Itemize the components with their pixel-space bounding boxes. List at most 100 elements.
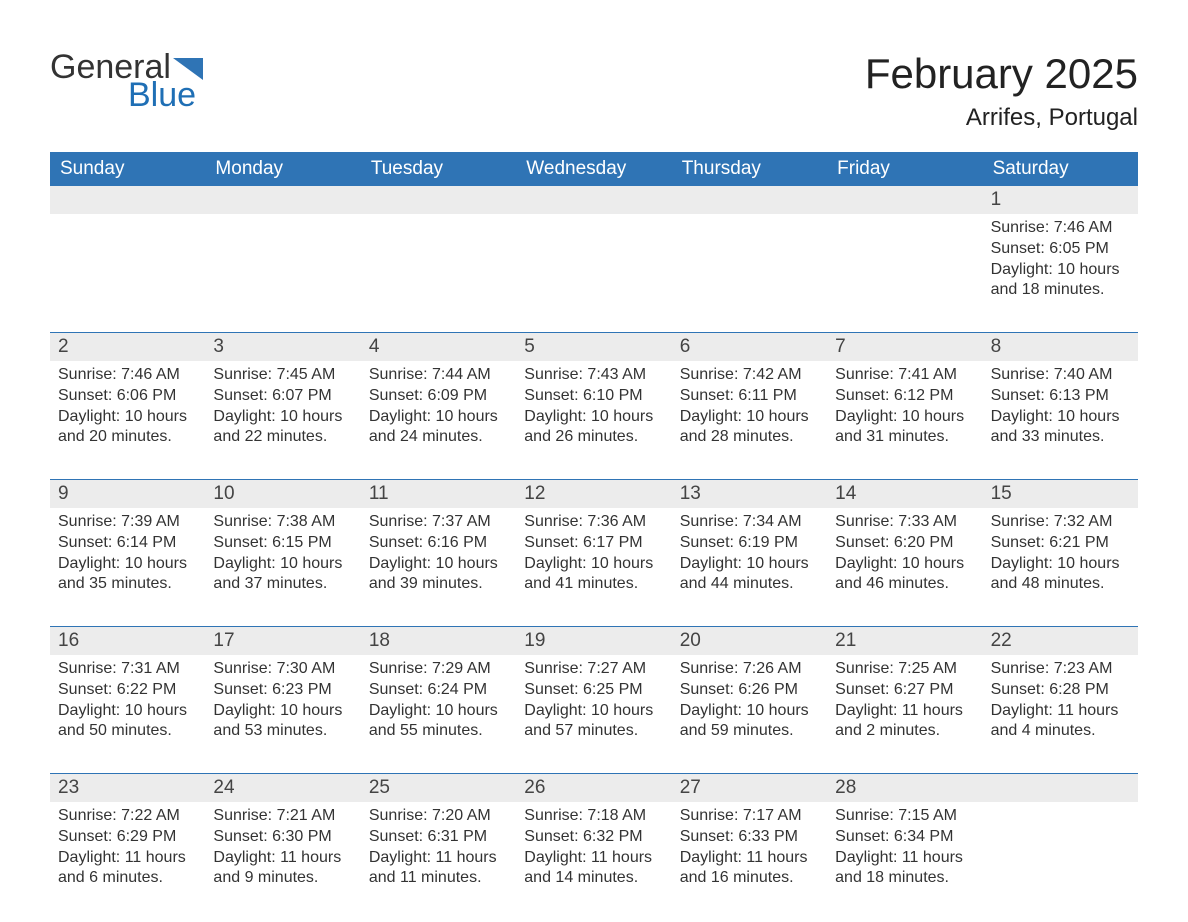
sunrise-text: Sunrise: 7:43 AM: [524, 365, 663, 386]
day-number: 15: [983, 480, 1138, 508]
day-number: 4: [361, 333, 516, 361]
day-number: 6: [672, 333, 827, 361]
day-cell: Sunrise: 7:41 AMSunset: 6:12 PMDaylight:…: [827, 361, 982, 451]
day-number: 11: [361, 480, 516, 508]
sunrise-text: Sunrise: 7:44 AM: [369, 365, 508, 386]
daynum-row: 232425262728: [50, 774, 1138, 802]
day-cell: Sunrise: 7:30 AMSunset: 6:23 PMDaylight:…: [205, 655, 360, 745]
day-number: 24: [205, 774, 360, 802]
day-cell: Sunrise: 7:17 AMSunset: 6:33 PMDaylight:…: [672, 802, 827, 892]
day-cell: [516, 214, 671, 304]
sunrise-text: Sunrise: 7:38 AM: [213, 512, 352, 533]
day-cell: Sunrise: 7:21 AMSunset: 6:30 PMDaylight:…: [205, 802, 360, 892]
sunset-text: Sunset: 6:26 PM: [680, 680, 819, 701]
day-number: 20: [672, 627, 827, 655]
sunrise-text: Sunrise: 7:46 AM: [58, 365, 197, 386]
daylight-text: Daylight: 11 hours and 4 minutes.: [991, 701, 1130, 743]
sunset-text: Sunset: 6:31 PM: [369, 827, 508, 848]
daylight-text: Daylight: 10 hours and 46 minutes.: [835, 554, 974, 596]
daylight-text: Daylight: 10 hours and 53 minutes.: [213, 701, 352, 743]
day-cell: [205, 214, 360, 304]
day-number: 28: [827, 774, 982, 802]
day-number: 12: [516, 480, 671, 508]
daylight-text: Daylight: 10 hours and 20 minutes.: [58, 407, 197, 449]
sunrise-text: Sunrise: 7:39 AM: [58, 512, 197, 533]
sunrise-text: Sunrise: 7:32 AM: [991, 512, 1130, 533]
daylight-text: Daylight: 11 hours and 18 minutes.: [835, 848, 974, 890]
day-cell: Sunrise: 7:26 AMSunset: 6:26 PMDaylight:…: [672, 655, 827, 745]
day-number: 2: [50, 333, 205, 361]
daylight-text: Daylight: 10 hours and 18 minutes.: [991, 260, 1130, 302]
day-number: 17: [205, 627, 360, 655]
day-cell: Sunrise: 7:39 AMSunset: 6:14 PMDaylight:…: [50, 508, 205, 598]
daylight-text: Daylight: 10 hours and 48 minutes.: [991, 554, 1130, 596]
week-row: 9101112131415Sunrise: 7:39 AMSunset: 6:1…: [50, 479, 1138, 598]
daylight-text: Daylight: 10 hours and 59 minutes.: [680, 701, 819, 743]
day-number: 25: [361, 774, 516, 802]
daylight-text: Daylight: 10 hours and 28 minutes.: [680, 407, 819, 449]
daylight-text: Daylight: 11 hours and 9 minutes.: [213, 848, 352, 890]
sunset-text: Sunset: 6:13 PM: [991, 386, 1130, 407]
sunrise-text: Sunrise: 7:25 AM: [835, 659, 974, 680]
daybody-row: Sunrise: 7:46 AMSunset: 6:06 PMDaylight:…: [50, 361, 1138, 451]
day-number: 8: [983, 333, 1138, 361]
week-row: 16171819202122Sunrise: 7:31 AMSunset: 6:…: [50, 626, 1138, 745]
sunrise-text: Sunrise: 7:29 AM: [369, 659, 508, 680]
sunset-text: Sunset: 6:05 PM: [991, 239, 1130, 260]
day-number: 27: [672, 774, 827, 802]
title-block: February 2025 Arrifes, Portugal: [865, 50, 1138, 132]
day-number: [983, 774, 1138, 802]
sunset-text: Sunset: 6:10 PM: [524, 386, 663, 407]
daylight-text: Daylight: 10 hours and 26 minutes.: [524, 407, 663, 449]
calendar-page: General Blue February 2025 Arrifes, Port…: [0, 0, 1188, 922]
daylight-text: Daylight: 11 hours and 6 minutes.: [58, 848, 197, 890]
day-cell: [827, 214, 982, 304]
sunset-text: Sunset: 6:20 PM: [835, 533, 974, 554]
day-number: [205, 186, 360, 214]
month-title: February 2025: [865, 50, 1138, 98]
daylight-text: Daylight: 10 hours and 55 minutes.: [369, 701, 508, 743]
day-number: 5: [516, 333, 671, 361]
day-cell: Sunrise: 7:34 AMSunset: 6:19 PMDaylight:…: [672, 508, 827, 598]
sunset-text: Sunset: 6:24 PM: [369, 680, 508, 701]
sunset-text: Sunset: 6:21 PM: [991, 533, 1130, 554]
day-number: 21: [827, 627, 982, 655]
day-cell: [672, 214, 827, 304]
logo-text-blue: Blue: [128, 78, 203, 112]
daylight-text: Daylight: 11 hours and 16 minutes.: [680, 848, 819, 890]
day-number: [50, 186, 205, 214]
sunset-text: Sunset: 6:06 PM: [58, 386, 197, 407]
sunset-text: Sunset: 6:16 PM: [369, 533, 508, 554]
day-cell: Sunrise: 7:38 AMSunset: 6:15 PMDaylight:…: [205, 508, 360, 598]
daylight-text: Daylight: 10 hours and 50 minutes.: [58, 701, 197, 743]
header: General Blue February 2025 Arrifes, Port…: [50, 50, 1138, 132]
day-number: [827, 186, 982, 214]
day-cell: Sunrise: 7:42 AMSunset: 6:11 PMDaylight:…: [672, 361, 827, 451]
sunset-text: Sunset: 6:27 PM: [835, 680, 974, 701]
daylight-text: Daylight: 11 hours and 14 minutes.: [524, 848, 663, 890]
weekday-header: Saturday: [983, 152, 1138, 186]
day-cell: [361, 214, 516, 304]
day-cell: Sunrise: 7:36 AMSunset: 6:17 PMDaylight:…: [516, 508, 671, 598]
sunrise-text: Sunrise: 7:23 AM: [991, 659, 1130, 680]
day-cell: Sunrise: 7:43 AMSunset: 6:10 PMDaylight:…: [516, 361, 671, 451]
daylight-text: Daylight: 10 hours and 31 minutes.: [835, 407, 974, 449]
day-number: 26: [516, 774, 671, 802]
day-cell: Sunrise: 7:29 AMSunset: 6:24 PMDaylight:…: [361, 655, 516, 745]
sunrise-text: Sunrise: 7:21 AM: [213, 806, 352, 827]
week-row: 1Sunrise: 7:46 AMSunset: 6:05 PMDaylight…: [50, 186, 1138, 304]
calendar: Sunday Monday Tuesday Wednesday Thursday…: [50, 152, 1138, 892]
daynum-row: 2345678: [50, 333, 1138, 361]
daylight-text: Daylight: 10 hours and 44 minutes.: [680, 554, 819, 596]
daybody-row: Sunrise: 7:39 AMSunset: 6:14 PMDaylight:…: [50, 508, 1138, 598]
day-cell: Sunrise: 7:40 AMSunset: 6:13 PMDaylight:…: [983, 361, 1138, 451]
week-row: 2345678Sunrise: 7:46 AMSunset: 6:06 PMDa…: [50, 332, 1138, 451]
day-cell: Sunrise: 7:27 AMSunset: 6:25 PMDaylight:…: [516, 655, 671, 745]
daylight-text: Daylight: 10 hours and 22 minutes.: [213, 407, 352, 449]
sunrise-text: Sunrise: 7:17 AM: [680, 806, 819, 827]
sunset-text: Sunset: 6:32 PM: [524, 827, 663, 848]
day-number: 7: [827, 333, 982, 361]
day-number: 19: [516, 627, 671, 655]
sunrise-text: Sunrise: 7:18 AM: [524, 806, 663, 827]
daylight-text: Daylight: 10 hours and 33 minutes.: [991, 407, 1130, 449]
